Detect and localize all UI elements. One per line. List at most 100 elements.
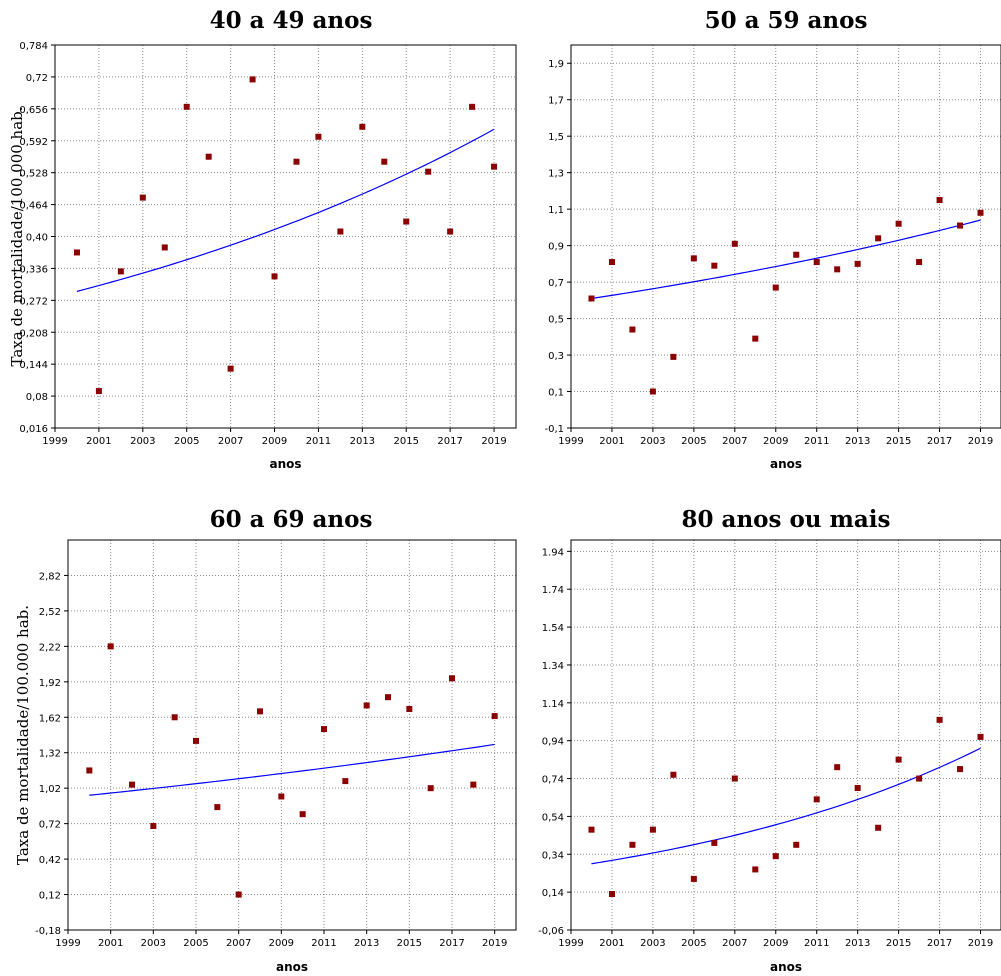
y-tick-label: 0,12 [39, 891, 61, 902]
data-point [299, 811, 306, 818]
data-point [381, 158, 388, 165]
data-point [629, 326, 636, 333]
data-point [813, 259, 820, 266]
x-tick-label: 2003 [130, 436, 155, 447]
data-point [321, 726, 327, 733]
x-axis-label: anos [770, 960, 802, 974]
y-axis-label: Taxa de mortalidade/100.000 hab. [8, 106, 26, 366]
data-point [793, 251, 800, 258]
x-tick-label: 2009 [262, 436, 287, 447]
data-point [895, 756, 902, 763]
y-tick-label: 0,40 [26, 233, 48, 244]
data-point [183, 103, 190, 110]
data-point [875, 824, 882, 831]
chart-panel-3: 1999 2001 2003 2005 2007 2009 2011 2013 2015 2017… [14, 506, 517, 974]
data-point [249, 76, 256, 83]
data-point [629, 841, 636, 848]
data-point [711, 839, 718, 846]
data-point [916, 259, 923, 266]
data-point [491, 163, 498, 170]
y-tick-label: -0,1 [544, 424, 564, 435]
data-point [752, 335, 759, 342]
data-point [731, 240, 738, 247]
x-axis-label: anos [269, 457, 301, 471]
x-tick-label: 2007 [226, 938, 251, 949]
data-point [278, 793, 285, 800]
data-point [793, 841, 800, 848]
x-tick-label: 2017 [927, 436, 952, 447]
x-tick-label: 2015 [394, 436, 419, 447]
y-tick-label: 1,92 [39, 678, 61, 689]
x-tick-label: 2013 [354, 938, 379, 949]
data-point [977, 209, 984, 216]
x-tick-label: 2005 [183, 938, 208, 949]
data-point [293, 158, 300, 165]
chart-title: 80 anos ou mais [682, 506, 891, 533]
data-point [649, 388, 656, 395]
y-tick-label: 0,272 [19, 296, 48, 307]
x-tick-label: 1999 [558, 436, 583, 447]
data-point [670, 353, 677, 360]
data-point [957, 766, 964, 773]
x-tick-label: 2011 [311, 938, 336, 949]
x-tick-label: 2001 [599, 436, 624, 447]
data-point [752, 866, 759, 873]
data-point [205, 153, 212, 160]
chart-title: 60 a 69 anos [210, 506, 373, 533]
data-point [834, 764, 841, 771]
data-point [469, 103, 476, 110]
x-tick-label: 1999 [42, 436, 67, 447]
x-tick-label: 2009 [269, 938, 294, 949]
y-tick-label: 0,464 [19, 201, 48, 212]
y-tick-label: 1.74 [542, 585, 564, 596]
y-tick-label: 0,08 [26, 392, 48, 403]
y-tick-label: 0,42 [39, 855, 61, 866]
data-point [772, 853, 779, 860]
x-tick-label: 2017 [439, 938, 464, 949]
y-tick-label: 1,32 [39, 749, 61, 760]
y-tick-label: 0,784 [19, 41, 48, 52]
data-point [690, 875, 697, 882]
y-tick-label: 0,5 [548, 315, 564, 326]
data-point [139, 194, 146, 201]
y-tick-label: 0,656 [19, 105, 48, 116]
y-tick-label: -0,18 [35, 926, 61, 937]
y-tick-label: 0,1 [548, 388, 564, 399]
plot-area [570, 539, 1001, 931]
data-point [271, 273, 278, 280]
trend-line [76, 128, 495, 292]
x-tick-label: 2011 [306, 436, 331, 447]
y-tick-label: 1,62 [39, 713, 61, 724]
x-tick-label: 1999 [558, 938, 583, 949]
y-tick-label: 2,82 [39, 571, 61, 582]
y-tick-label: 1,02 [39, 784, 61, 795]
data-point [337, 228, 344, 235]
x-tick-label: 2019 [968, 436, 993, 447]
chart-title: 50 a 59 anos [705, 7, 868, 34]
data-point [854, 260, 861, 267]
data-point [895, 220, 902, 227]
x-tick-label: 2001 [599, 938, 624, 949]
data-point [977, 733, 984, 740]
x-tick-label: 2015 [886, 938, 911, 949]
chart-panel-4: 1999 2001 2003 2005 2007 2009 2011 2013 2015 2017… [538, 506, 1001, 974]
x-tick-label: 1999 [55, 938, 80, 949]
plot-area [570, 44, 1001, 429]
x-tick-label: 2019 [482, 938, 507, 949]
trend-line [89, 743, 495, 796]
data-point [171, 714, 178, 721]
data-point [257, 708, 263, 715]
data-point [406, 706, 413, 712]
y-tick-label: 0,54 [542, 812, 564, 823]
y-tick-label: 0,592 [19, 137, 48, 148]
x-axis-label: anos [276, 960, 308, 974]
x-tick-label: 2017 [437, 436, 462, 447]
x-tick-label: 2003 [141, 938, 166, 949]
y-tick-label: 0,9 [548, 242, 564, 253]
y-tick-label: 0,74 [542, 775, 564, 786]
y-tick-label: 1.94 [542, 547, 564, 558]
data-point [957, 222, 964, 229]
data-point [227, 365, 234, 372]
x-axis-label: anos [770, 457, 802, 471]
data-point [813, 796, 820, 803]
